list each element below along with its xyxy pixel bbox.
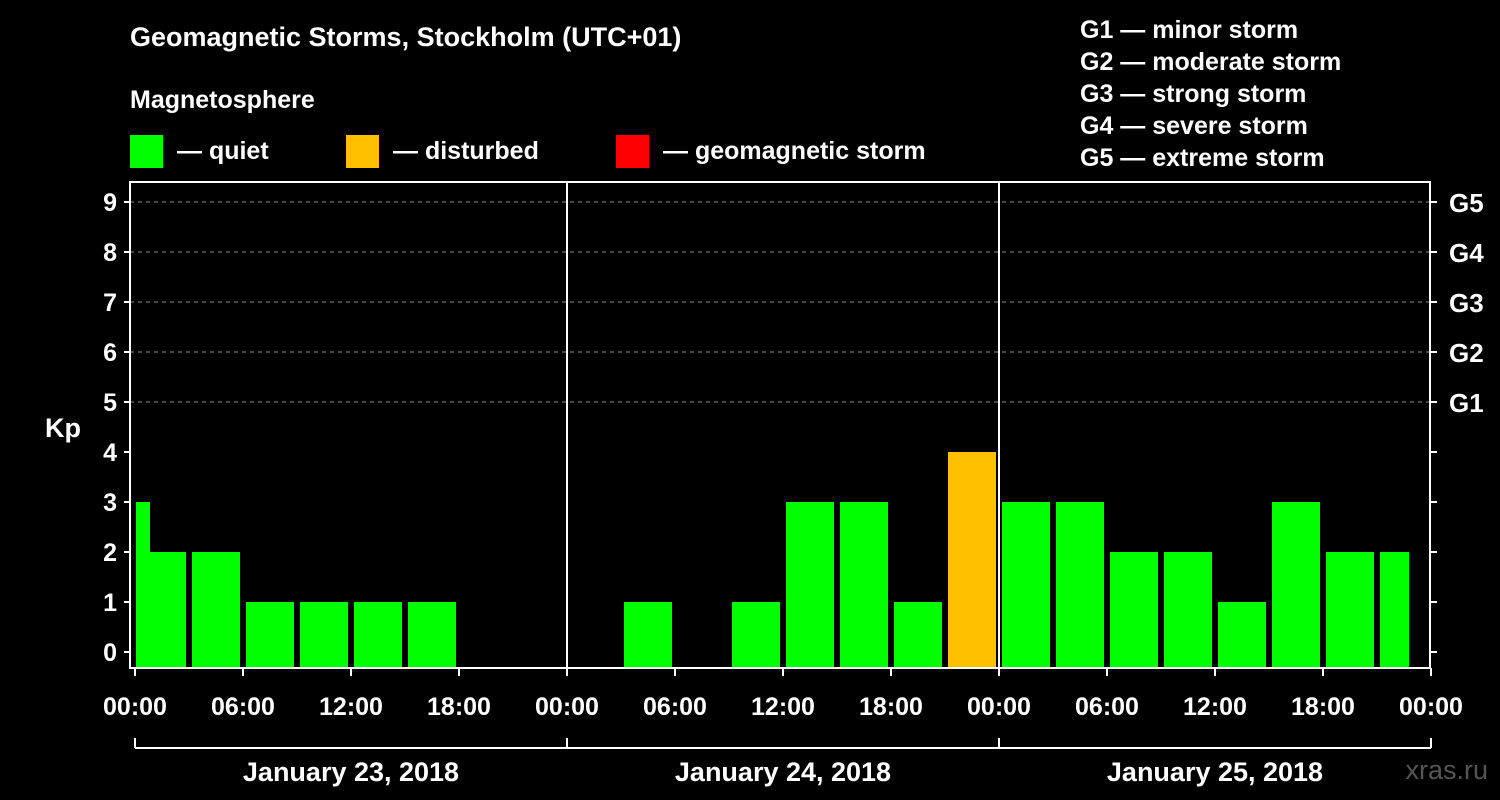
x-tick-label: 12:00 <box>751 693 815 721</box>
kp-bar <box>246 602 294 667</box>
y-tick-label: 1 <box>103 589 117 617</box>
kp-bar <box>1218 602 1266 667</box>
legend-item-disturbed: — disturbed <box>346 134 539 168</box>
x-tick-label: 00:00 <box>535 693 599 721</box>
chart-title: Geomagnetic Storms, Stockholm (UTC+01) <box>130 22 682 52</box>
y-tick-label: 8 <box>103 239 117 267</box>
y-axis-label: Kp <box>45 413 81 443</box>
scale-item-g3: G3 — strong storm <box>1080 80 1307 108</box>
x-tick-label: 06:00 <box>643 693 707 721</box>
kp-bar <box>1380 552 1409 667</box>
disturbed-swatch <box>346 134 379 168</box>
x-tick-label: 18:00 <box>1291 693 1355 721</box>
date-label: January 23, 2018 <box>243 757 459 787</box>
g-scale-label: G1 <box>1449 388 1484 418</box>
scale-item-g1: G1 — minor storm <box>1080 16 1299 44</box>
storm-swatch <box>616 134 649 168</box>
x-tick-label: 00:00 <box>1399 693 1463 721</box>
x-tick-label: 18:00 <box>859 693 923 721</box>
date-label: January 25, 2018 <box>1107 757 1323 787</box>
storm-scale-list: G1 — minor storm G2 — moderate storm G3 … <box>1080 14 1341 174</box>
kp-bar <box>1326 552 1374 667</box>
kp-bar <box>894 602 942 667</box>
legend-label-disturbed: — disturbed <box>393 136 539 165</box>
scale-item-g2: G2 — moderate storm <box>1080 48 1342 76</box>
kp-bar <box>840 502 888 667</box>
kp-bar <box>624 602 672 667</box>
g-scale-label: G4 <box>1449 238 1484 268</box>
kp-bar <box>354 602 402 667</box>
y-tick-label: 4 <box>103 439 117 467</box>
kp-bar <box>1056 502 1104 667</box>
kp-bar <box>1110 552 1158 667</box>
scale-item-g4: G4 — severe storm <box>1080 112 1308 140</box>
kp-bar <box>300 602 348 667</box>
legend-label-quiet: — quiet <box>177 136 269 165</box>
kp-bar <box>138 552 186 667</box>
chart-subtitle: Magnetosphere <box>130 86 315 114</box>
watermark: xras.ru <box>1405 755 1488 785</box>
kp-bar <box>408 602 456 667</box>
x-tick-label: 00:00 <box>103 693 167 721</box>
kp-bar <box>1272 502 1320 667</box>
scale-item-g5: G5 — extreme storm <box>1080 144 1325 172</box>
date-label: January 24, 2018 <box>675 757 891 787</box>
kp-bar <box>192 552 240 667</box>
kp-bar <box>948 452 996 667</box>
plot-frame <box>129 181 1431 669</box>
kp-bar <box>1002 502 1050 667</box>
y-tick-label: 5 <box>103 389 117 417</box>
x-tick-label: 06:00 <box>1075 693 1139 721</box>
y-tick-label: 2 <box>103 539 117 567</box>
legend-label-storm: — geomagnetic storm <box>663 136 926 165</box>
g-scale-label: G5 <box>1449 188 1484 218</box>
x-tick-label: 18:00 <box>427 693 491 721</box>
x-tick-label: 00:00 <box>967 693 1031 721</box>
x-tick-label: 12:00 <box>1183 693 1247 721</box>
quiet-swatch <box>130 134 163 168</box>
y-tick-label: 0 <box>103 639 117 667</box>
x-tick-label: 06:00 <box>211 693 275 721</box>
kp-bar <box>732 602 780 667</box>
y-tick-label: 9 <box>103 189 117 217</box>
kp-bar <box>1164 552 1212 667</box>
kp-bar <box>786 502 834 667</box>
legend-item-quiet: — quiet <box>130 134 269 168</box>
x-tick-label: 12:00 <box>319 693 383 721</box>
y-tick-label: 3 <box>103 489 117 517</box>
legend-item-storm: — geomagnetic storm <box>616 134 926 168</box>
y-tick-label: 6 <box>103 339 117 367</box>
g-scale-label: G2 <box>1449 338 1484 368</box>
y-tick-label: 7 <box>103 289 117 317</box>
g-scale-label: G3 <box>1449 288 1484 318</box>
